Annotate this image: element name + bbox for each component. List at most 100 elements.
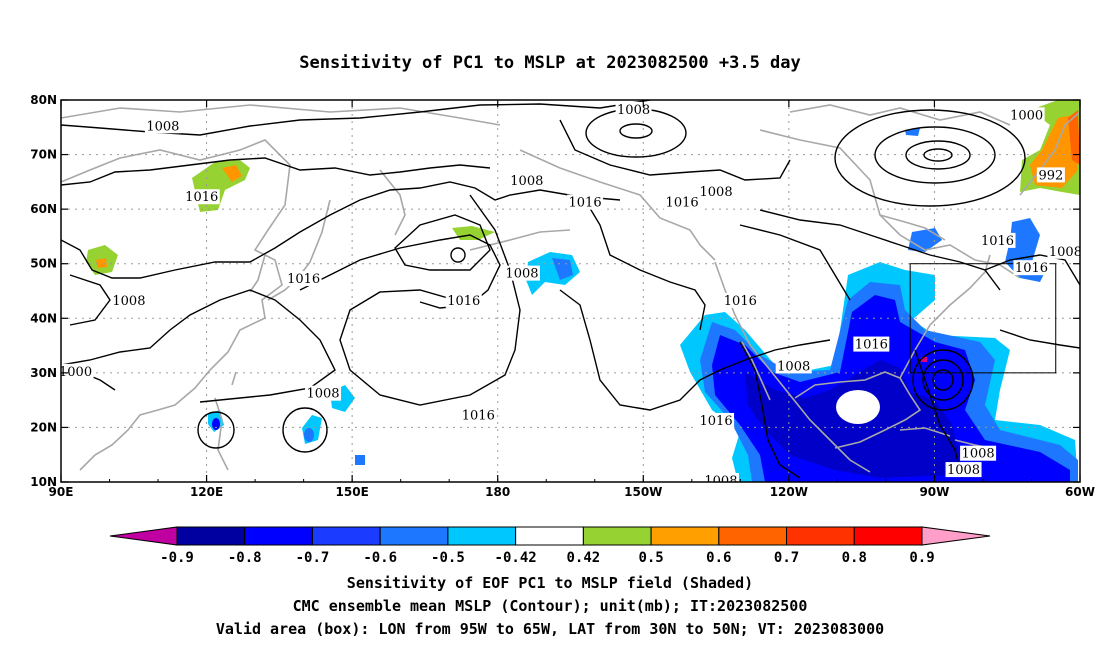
colorbar-label: -0.5	[431, 550, 465, 566]
footer-line-3: Valid area (box): LON from 95W to 65W, L…	[216, 620, 884, 638]
contour-label-bg	[110, 292, 147, 308]
colorbar-segment	[582, 526, 652, 546]
y-tick-label: 30N	[30, 366, 57, 380]
contour-1008-canada	[739, 224, 851, 301]
shade-orange-himalaya	[96, 258, 107, 268]
contour-label: 1008	[947, 463, 980, 478]
footer-line-2: CMC ensemble mean MSLP (Contour); unit(m…	[293, 597, 808, 615]
contour-label-bg	[305, 385, 342, 401]
coast-east-asia	[61, 139, 291, 471]
contour-label: 1016	[569, 196, 602, 211]
contour-label: 1016	[981, 234, 1014, 249]
lat-lon-grid	[61, 100, 1080, 482]
contour-label: 1008	[1049, 245, 1082, 260]
contour-label-bg	[664, 194, 701, 210]
x-tick-label: 150W	[624, 485, 662, 499]
coast-greenland	[1019, 111, 1080, 196]
map-axes: 90E 120E 150E 180 150W 120W 90W 60W 80N 70N 60N 50N…	[30, 93, 1095, 499]
contour-label: 1008	[617, 103, 650, 118]
contour-label-bg	[615, 101, 652, 117]
contour-1008-mid-asia	[61, 157, 491, 186]
contour-label: 1000	[1010, 108, 1043, 123]
y-tick-label: 60N	[30, 202, 57, 216]
y-tick-label: 10N	[30, 475, 57, 489]
colorbar-high-end	[921, 526, 991, 546]
contour-label: 1008	[777, 359, 810, 374]
contour-label-bg	[702, 473, 739, 482]
coast-baja	[741, 341, 771, 401]
contour-label: 1000	[59, 365, 92, 380]
contour-1000-arctic-low	[619, 123, 653, 139]
colorbar-segment	[786, 526, 855, 546]
contour-label-bg	[1036, 167, 1065, 183]
contour-1016-east-pac	[584, 199, 706, 331]
coast-gulf	[794, 371, 922, 449]
contour-label: 1008	[704, 474, 737, 489]
contour-1008-wpac-low	[282, 407, 328, 453]
contour-1016-asia-high	[61, 181, 621, 279]
contour-1016-atl-south	[999, 329, 1080, 349]
colorbar-low-end	[109, 526, 178, 546]
contour-label: 1016	[447, 294, 480, 309]
contour-label: 1008	[112, 294, 145, 309]
contour-label-bg	[445, 292, 482, 308]
contour-label: 1008	[146, 119, 179, 134]
contour-hurricane-2	[922, 359, 964, 401]
coast-philippines	[214, 397, 229, 471]
colorbar-label: 0.6	[706, 550, 731, 566]
contour-992-arctic-low	[905, 140, 971, 170]
shade-blue-npac-core	[552, 258, 573, 280]
shade-red-greenland	[1068, 110, 1080, 165]
colorbar-segment	[311, 526, 381, 546]
colorbar-label: 0.42	[567, 550, 601, 566]
contour-label-bg	[183, 189, 220, 205]
contour-1008-npac-low	[394, 214, 491, 271]
x-tick-label: 60W	[1065, 485, 1095, 499]
figure-title: Sensitivity of PC1 to MSLP at 2023082500…	[299, 53, 801, 73]
contour-label: 1016	[700, 414, 733, 429]
y-tick-label: 80N	[30, 93, 57, 107]
colorbar-label: 0.8	[842, 550, 867, 566]
colorbar-segment	[244, 526, 313, 546]
contour-1008-wpac	[61, 289, 336, 403]
contour-label: 992	[1038, 168, 1063, 183]
contour-label-bg	[61, 363, 94, 379]
contour-1008-gulf-2	[914, 349, 963, 479]
contour-1016-canada	[759, 209, 1001, 291]
colorbar-label: -0.6	[363, 550, 397, 566]
contour-label: 1016	[855, 338, 888, 353]
shade-orange-siberia	[222, 165, 242, 182]
map-frame	[60, 99, 1081, 483]
contour-label-bg	[698, 412, 735, 428]
colorbar-segment	[718, 526, 788, 546]
shade-blue-wpac-3	[355, 455, 365, 465]
x-tick-label: 90E	[49, 485, 74, 499]
coast-korea	[249, 254, 266, 293]
contour-label: 1008	[306, 387, 339, 402]
colorbar-segment	[650, 526, 720, 546]
shade-blue-phil-core	[212, 418, 220, 430]
coast-kamchatka	[379, 169, 406, 236]
contour-hurricane-3	[912, 349, 974, 411]
contour-label-bg	[945, 462, 982, 478]
contour-labels: 1008 1008 1008 1008 1000 992 1016 1016 1016 1016 1…	[59, 101, 1082, 489]
colorbar-label: -0.8	[228, 550, 262, 566]
contour-label: 1008	[700, 185, 733, 200]
colorbar-segment	[176, 526, 246, 546]
contour-label: 1016	[287, 272, 320, 287]
x-tick-label: 120E	[190, 485, 223, 499]
colorbar-label: -0.42	[495, 550, 537, 566]
contour-label-bg	[1013, 260, 1050, 276]
contour-984-arctic-low	[923, 148, 953, 162]
colorbar-segment	[515, 526, 584, 546]
mslp-contours	[61, 100, 1080, 479]
x-tick-label: 180	[485, 485, 510, 499]
contour-label-bg	[508, 172, 545, 188]
coast-alaska	[519, 149, 716, 261]
contour-1008-north	[61, 100, 651, 136]
contour-label-bg	[722, 292, 759, 308]
contour-1008-phil-low	[197, 411, 235, 449]
contour-label: 1016	[724, 294, 757, 309]
contour-label-bg	[698, 183, 735, 199]
